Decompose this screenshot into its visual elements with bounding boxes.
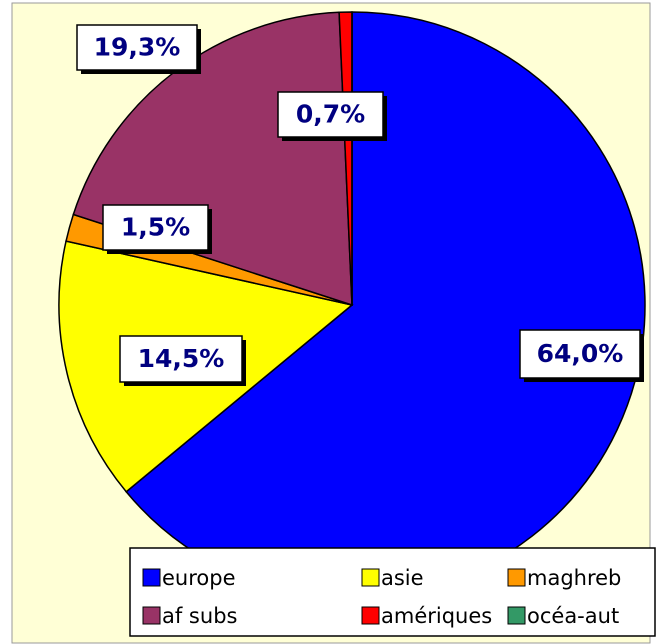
- legend-label: asie: [381, 566, 424, 590]
- legend-swatch: [142, 606, 161, 625]
- legend-swatch: [142, 568, 161, 587]
- label-box: [519, 329, 641, 379]
- value-label: 0,7%: [296, 100, 365, 129]
- legend-label: maghreb: [527, 566, 621, 590]
- legend-label: amériques: [381, 604, 492, 628]
- value-label: 19,3%: [94, 33, 181, 62]
- legend-swatch: [507, 606, 526, 625]
- legend-items: europe asie maghreb af subs amériques océa-au…: [142, 566, 621, 628]
- legend-label: af subs: [162, 604, 237, 628]
- legend-swatch: [361, 568, 380, 587]
- value-labels: 64,0% 14,5% 1,5% 19,3% 0,7%: [76, 24, 644, 386]
- label-box: [119, 335, 243, 383]
- legend-swatch: [507, 568, 526, 587]
- value-label: 1,5%: [121, 213, 190, 242]
- value-label: 14,5%: [138, 344, 225, 373]
- legend-label: europe: [162, 566, 236, 590]
- label-box: [102, 204, 209, 251]
- value-label: 64,0%: [537, 339, 624, 368]
- legend: [129, 547, 656, 637]
- legend-label: océa-aut: [527, 604, 619, 628]
- legend-swatch: [361, 606, 380, 625]
- label-box: [277, 91, 384, 138]
- label-box: [76, 24, 198, 71]
